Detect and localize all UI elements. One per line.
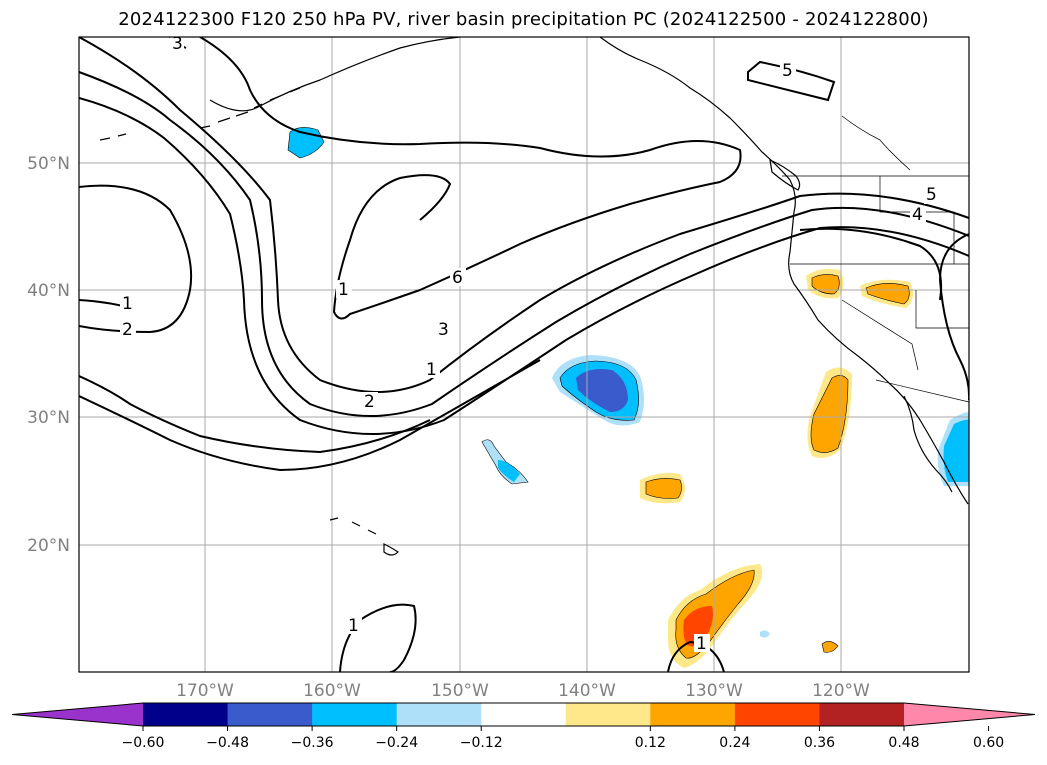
pv-label-2: 5: [782, 61, 793, 81]
lon-tick-120w: 120°W: [812, 681, 870, 701]
pv-label-4: 5: [926, 185, 937, 205]
colorbar-tick-label: −0.36: [291, 735, 334, 751]
map-title: 2024122300 F120 250 hPa PV, river basin …: [118, 9, 929, 30]
colorbar-tick-label: −0.60: [122, 735, 165, 751]
pv-contour-inner-1: [79, 97, 969, 435]
pos-blob-small-1: [821, 641, 839, 653]
pv-contour-1-east: [799, 227, 943, 301]
pv-label-3: 4: [912, 205, 923, 225]
vancouver-island: [769, 159, 801, 191]
lon-tick-140w: 140°W: [558, 681, 616, 701]
colorbar-tick-label: −0.24: [375, 735, 418, 751]
colorbar-segment: [481, 703, 567, 726]
baja-california: [903, 395, 953, 493]
pv-label-8: 6: [452, 268, 463, 288]
aleutian-islands: [99, 87, 301, 141]
lat-tick-50: 50°N: [27, 154, 70, 174]
pv-label-10: 1: [426, 360, 437, 380]
colorbar-tick-label: 0.60: [973, 735, 1004, 751]
colorbar-tick-label: 0.48: [888, 735, 919, 751]
pos-blob-nv: [865, 283, 910, 305]
pv-label-6: 2: [122, 320, 133, 340]
neg-blob-small-1: [760, 630, 770, 638]
alaska-coast: [209, 37, 461, 112]
pos-blob-baja-west: [810, 375, 849, 453]
pv-contour-labels: 3 5 4 5 1 2 1 6 3 1 2 1 1: [120, 34, 940, 654]
map-border: [78, 36, 970, 673]
pos-blob-ca-north: [811, 274, 840, 295]
lat-tick-labels: 20°N 30°N 40°N 50°N: [27, 154, 70, 556]
pv-contour-1-south: [79, 359, 541, 472]
colorbar-extend-high: [904, 703, 1035, 726]
colorbar-tick-label: 0.24: [719, 735, 750, 751]
colorbar-extend-low: [12, 703, 143, 726]
colorbar-segment: [143, 703, 229, 726]
pv-label-12: 1: [348, 616, 359, 636]
pv-contours: [79, 37, 969, 672]
colorbar-tick-label: −0.12: [460, 735, 503, 751]
lat-tick-20: 20°N: [27, 536, 70, 556]
pv-label-11: 2: [364, 392, 375, 412]
lat-tick-30: 30°N: [27, 408, 70, 428]
pv-contour-1-west: [79, 375, 431, 454]
map-panel: 3 5 4 5 1 2 1 6 3 1 2 1 1: [79, 34, 969, 672]
neg-blob-central-core: [576, 369, 628, 412]
lon-tick-150w: 150°W: [431, 681, 489, 701]
colorbar-segment: [734, 703, 820, 726]
lon-tick-130w: 130°W: [685, 681, 743, 701]
colorbar-segment: [565, 703, 651, 726]
colorbar-segment: [396, 703, 482, 726]
pv-contour-1-ridge: [79, 71, 969, 417]
na-west-coast: [788, 179, 969, 505]
neg-blob-hawaii-ne-core: [498, 460, 520, 482]
lon-tick-160w: 160°W: [303, 681, 361, 701]
pv-contour-inner-2: [199, 37, 742, 320]
se-alaska-coast: [599, 37, 791, 181]
hawaii-islands: [329, 517, 399, 556]
pv-label-13: 1: [696, 634, 707, 654]
pv-label-1: 3: [172, 34, 183, 54]
pv-label-9: 3: [438, 320, 449, 340]
colorbar-tick-label: −0.48: [206, 735, 249, 751]
lat-tick-40: 40°N: [27, 281, 70, 301]
pv-contour-east-coast: [938, 233, 969, 400]
colorbar-segment: [819, 703, 905, 726]
pv-label-5: 1: [122, 294, 133, 314]
colorbar-segment: [650, 703, 736, 726]
pv-label-7: 1: [338, 280, 349, 300]
coastlines: [99, 37, 969, 556]
neg-blob-baja-coast-core: [943, 419, 969, 482]
colorbar: −0.60 −0.48 −0.36 −0.24 −0.12 0.12 0.24 0.36 0.4…: [11, 702, 1036, 751]
pos-blob-subtropics: [645, 478, 682, 499]
pv-contour-1-se: [667, 640, 725, 672]
pv-contour-2-ridge: [79, 37, 969, 393]
lon-tick-labels: 170°W 160°W 150°W 140°W 130°W 120°W: [176, 681, 870, 701]
colorbar-tick-label: 0.12: [635, 735, 666, 751]
lon-tick-170w: 170°W: [176, 681, 234, 701]
colorbar-segment: [227, 703, 313, 726]
colorbar-segment: [312, 703, 398, 726]
colorbar-tick-label: 0.36: [804, 735, 835, 751]
gridlines: [79, 37, 969, 672]
